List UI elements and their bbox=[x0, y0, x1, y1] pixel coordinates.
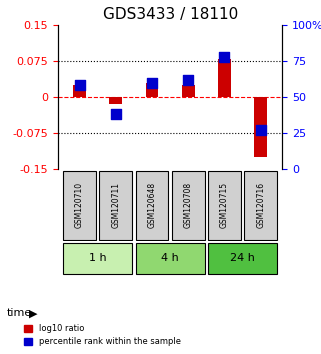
Title: GDS3433 / 18110: GDS3433 / 18110 bbox=[102, 7, 238, 22]
FancyBboxPatch shape bbox=[136, 171, 168, 240]
Bar bbox=[182, 85, 195, 97]
FancyBboxPatch shape bbox=[63, 243, 132, 274]
Point bbox=[150, 80, 155, 85]
FancyBboxPatch shape bbox=[244, 171, 277, 240]
Bar bbox=[73, 85, 86, 97]
Bar bbox=[218, 59, 231, 97]
Bar bbox=[146, 82, 158, 97]
Text: ▶: ▶ bbox=[29, 308, 37, 318]
Legend: log10 ratio, percentile rank within the sample: log10 ratio, percentile rank within the … bbox=[20, 321, 184, 350]
Text: 24 h: 24 h bbox=[230, 253, 255, 263]
FancyBboxPatch shape bbox=[63, 171, 96, 240]
Text: GSM120715: GSM120715 bbox=[220, 182, 229, 228]
Text: 4 h: 4 h bbox=[161, 253, 179, 263]
Text: GSM120716: GSM120716 bbox=[256, 182, 265, 228]
Text: GSM120711: GSM120711 bbox=[111, 182, 120, 228]
Point bbox=[258, 127, 263, 133]
Bar bbox=[254, 97, 267, 157]
Text: 1 h: 1 h bbox=[89, 253, 107, 263]
Text: GSM120708: GSM120708 bbox=[184, 182, 193, 228]
Text: GSM120648: GSM120648 bbox=[148, 182, 157, 228]
Text: GSM120710: GSM120710 bbox=[75, 182, 84, 228]
FancyBboxPatch shape bbox=[208, 171, 241, 240]
Point bbox=[77, 82, 82, 88]
FancyBboxPatch shape bbox=[172, 171, 204, 240]
Point bbox=[113, 112, 118, 117]
FancyBboxPatch shape bbox=[100, 171, 132, 240]
Point bbox=[222, 54, 227, 59]
FancyBboxPatch shape bbox=[136, 243, 204, 274]
Point bbox=[186, 77, 191, 82]
FancyBboxPatch shape bbox=[208, 243, 277, 274]
Bar bbox=[109, 97, 122, 104]
Text: time: time bbox=[6, 308, 32, 318]
